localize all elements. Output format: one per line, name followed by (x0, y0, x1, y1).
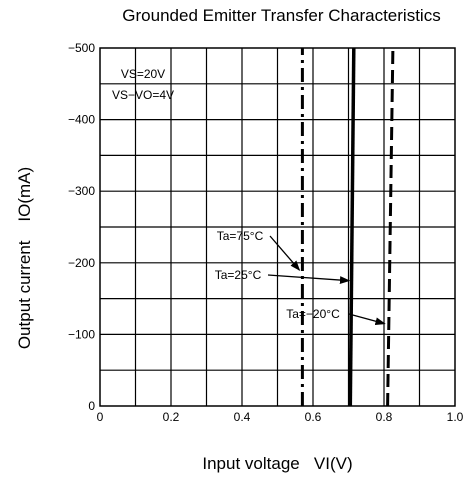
x-axis-label: Input voltage VI(V) (202, 454, 353, 473)
annotation-arrow (267, 274, 351, 284)
y-tick-label: −500 (68, 41, 95, 55)
annotation-arrow (348, 313, 386, 326)
y-tick-label: −200 (68, 256, 95, 270)
condition-label: VS−VO=4V (112, 88, 174, 102)
y-tick-label: −100 (68, 327, 95, 341)
y-tick-label: −300 (68, 184, 95, 198)
condition-label: VS=20V (121, 67, 165, 81)
y-tick-label: 0 (88, 399, 95, 413)
x-tick-label: 1.0 (447, 410, 464, 424)
annotation-arrow (269, 235, 301, 271)
series-line (348, 47, 356, 407)
annotation-label: Ta=−20°C (286, 307, 340, 321)
chart-title: Grounded Emitter Transfer Characteristic… (122, 6, 441, 25)
plot-frame (99, 47, 456, 407)
annotation-label: Ta=25°C (215, 268, 262, 282)
y-tick-label: −400 (68, 113, 95, 127)
series-line (386, 47, 395, 407)
x-tick-label: 0 (97, 410, 104, 424)
y-axis-label: Output current IO(mA) (15, 166, 34, 350)
annotation-label: Ta=75°C (217, 229, 264, 243)
x-tick-label: 0.6 (305, 410, 322, 424)
x-tick-label: 0.8 (376, 410, 393, 424)
x-tick-label: 0.2 (163, 410, 180, 424)
x-tick-label: 0.4 (234, 410, 251, 424)
